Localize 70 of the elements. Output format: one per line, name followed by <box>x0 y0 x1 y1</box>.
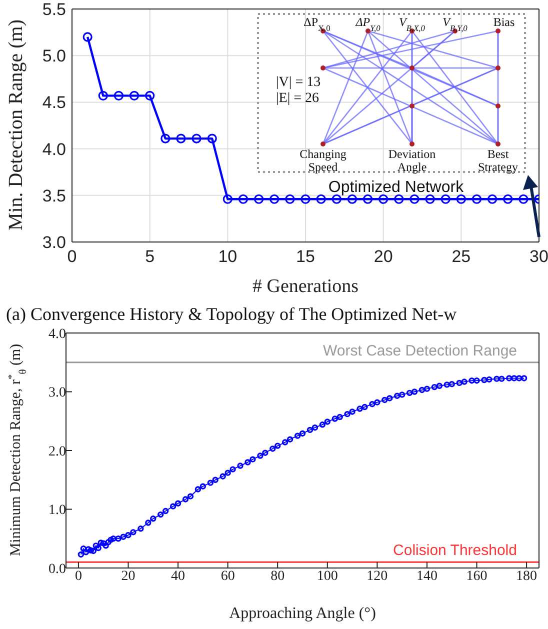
x-tick-label: 10 <box>218 247 238 266</box>
annotation: ΔP$_{Y,0}$ <box>354 15 382 32</box>
point <box>472 194 482 204</box>
y-tick-label: 3.0 <box>48 386 66 401</box>
y-tick-label: 4.5 <box>42 93 66 112</box>
x-tick-label: 160 <box>466 568 488 584</box>
point <box>176 134 186 144</box>
point <box>270 194 280 204</box>
y-tick-label: 0.0 <box>48 562 66 577</box>
x-tick-label: 60 <box>220 568 235 584</box>
point <box>425 194 435 204</box>
text: (a) Convergence History & Topology of The Optimized Net-w <box>5 303 458 326</box>
annotation: Optimized Network <box>328 179 465 196</box>
point <box>503 194 513 204</box>
ref-line-label: Colision Threshold <box>393 542 517 560</box>
point <box>129 90 140 100</box>
point <box>488 194 498 204</box>
annotation: Changing Speed <box>300 147 346 174</box>
point <box>300 194 310 204</box>
annotation: V$_{B,X,0}$ <box>399 15 426 32</box>
point <box>440 194 450 204</box>
y-tick-label: 5.5 <box>42 0 66 20</box>
y-tick-label: 2.0 <box>48 444 66 460</box>
x-tick-label: 120 <box>366 568 388 584</box>
x-tick-label: 0 <box>74 568 82 584</box>
x-tick-label: 5 <box>145 247 155 266</box>
point <box>160 134 170 144</box>
point <box>222 194 232 204</box>
x-tick-label: 20 <box>374 247 393 266</box>
point <box>114 90 124 100</box>
y-tick-label: 4.0 <box>48 326 66 342</box>
point <box>394 194 404 204</box>
point <box>238 194 248 204</box>
y-tick-label: 1.0 <box>48 503 66 518</box>
point <box>98 90 108 100</box>
point <box>316 194 326 204</box>
x-tick-label: 15 <box>296 247 315 266</box>
point <box>410 194 420 204</box>
annotation: |E| = 26 <box>276 91 320 106</box>
annotation: ΔP$_{X,0}$ <box>304 15 330 32</box>
x-tick-label: 140 <box>416 568 438 584</box>
y-tick-label: 3.0 <box>42 233 66 252</box>
point <box>145 90 155 100</box>
annotation: Best Strategy <box>478 147 518 174</box>
point <box>207 134 217 144</box>
x-axis-title: # Generations <box>252 276 359 297</box>
point <box>82 32 92 42</box>
x-tick-label: 25 <box>452 247 471 266</box>
point <box>285 194 295 204</box>
x-tick-label: 40 <box>171 568 186 584</box>
y-tick-label: 5.0 <box>42 46 66 66</box>
x-axis-title: Approaching Angle (°) <box>229 605 376 622</box>
annotation: Bias <box>493 15 515 29</box>
annotation: V$_{B,Y,0}$ <box>442 15 468 32</box>
y-axis-title: Min. Detection Range (m) <box>5 19 27 231</box>
point <box>192 134 202 144</box>
point <box>518 194 528 204</box>
y-tick-label: 3.5 <box>42 186 66 206</box>
point <box>456 194 466 204</box>
point <box>254 194 264 204</box>
x-tick-label: 180 <box>516 568 538 584</box>
x-tick-label: 100 <box>316 568 338 584</box>
x-tick-label: 20 <box>121 568 136 584</box>
y-tick-label: 4.0 <box>42 140 66 159</box>
x-tick-label: 80 <box>270 568 285 584</box>
x-tick-label: 30 <box>530 247 548 266</box>
annotation: |V| = 13 <box>276 75 321 90</box>
ref-line-label: Worst Case Detection Range <box>323 342 517 360</box>
x-tick-label: 0 <box>67 247 77 266</box>
annotation: Deviation Angle <box>388 147 436 174</box>
